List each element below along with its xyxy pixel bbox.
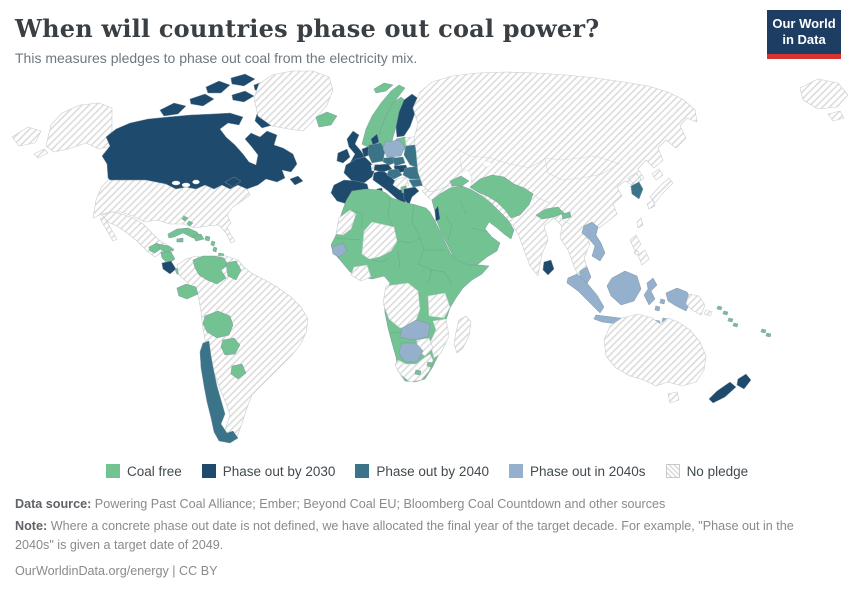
note-line: Note: Where a concrete phase out date is… — [15, 517, 833, 555]
region-central-asia[interactable] — [469, 174, 534, 219]
country-nepal[interactable] — [535, 206, 565, 220]
country-paraguay[interactable] — [220, 337, 241, 356]
country-chile[interactable] — [199, 340, 239, 444]
legend-label-in-2040s: Phase out in 2040s — [529, 463, 646, 479]
legend-label-no-pledge: No pledge — [686, 463, 749, 479]
region-south-america-no-pledge[interactable] — [176, 255, 309, 442]
country-austria[interactable] — [373, 163, 393, 173]
country-western-sahara[interactable] — [335, 209, 357, 236]
country-croatia-slovenia[interactable] — [386, 168, 403, 180]
country-eswatini[interactable] — [426, 361, 434, 368]
data-source-label: Data source: — [15, 497, 92, 511]
country-bahamas[interactable] — [181, 215, 194, 227]
region-caucasus[interactable] — [449, 175, 470, 187]
country-france[interactable] — [343, 156, 376, 184]
chart-footer: Data source: Powering Past Coal Alliance… — [0, 482, 850, 581]
country-bolivia[interactable] — [202, 310, 234, 339]
legend-item-by-2040[interactable]: Phase out by 2040 — [355, 464, 489, 479]
country-denmark[interactable] — [370, 133, 380, 146]
country-jamaica[interactable] — [176, 237, 184, 243]
country-costa-rica[interactable] — [161, 260, 177, 275]
country-australia[interactable] — [603, 313, 707, 404]
legend-label-by-2040: Phase out by 2040 — [376, 463, 489, 479]
legend-item-by-2030[interactable]: Phase out by 2030 — [201, 463, 336, 479]
country-philippines[interactable] — [629, 234, 650, 266]
country-lesotho[interactable] — [414, 369, 422, 376]
world-map[interactable] — [0, 66, 850, 458]
country-venezuela[interactable] — [192, 255, 229, 285]
country-slovakia[interactable] — [392, 156, 406, 167]
legend-swatch-coal-free — [106, 464, 120, 478]
country-south-korea[interactable] — [630, 181, 644, 200]
country-new-zealand[interactable] — [708, 373, 752, 404]
owid-logo-line2: in Data — [782, 32, 826, 48]
country-vietnam-laos[interactable] — [581, 221, 606, 262]
legend-item-coal-free[interactable]: Coal free — [106, 464, 182, 479]
country-hispaniola[interactable] — [192, 233, 205, 242]
country-guyana-suriname[interactable] — [225, 260, 242, 281]
country-israel[interactable] — [434, 205, 441, 222]
legend-swatch-no-pledge — [665, 464, 680, 478]
country-svalbard[interactable] — [373, 82, 394, 94]
owid-logo-line1: Our World — [772, 16, 836, 31]
country-botswana[interactable] — [398, 342, 424, 363]
page-title: When will countries phase out coal power… — [15, 14, 600, 43]
country-senegal[interactable] — [331, 242, 348, 258]
region-pacific-islands[interactable] — [716, 305, 772, 338]
data-source-line: Data source: Powering Past Coal Alliance… — [15, 495, 834, 514]
country-uruguay[interactable] — [230, 363, 247, 380]
country-mali[interactable] — [361, 221, 398, 260]
owid-link[interactable]: OurWorldinData.org/energy | CC BY — [15, 563, 218, 578]
country-ecuador[interactable] — [176, 283, 199, 300]
country-cote-divoire[interactable] — [350, 264, 372, 282]
country-poland[interactable] — [382, 139, 406, 158]
chart-subtitle: This measures pledges to phase out coal … — [15, 50, 418, 66]
legend-label-coal-free: Coal free — [127, 463, 182, 479]
owid-logo[interactable]: Our World in Data — [767, 10, 841, 59]
region-middle-east[interactable] — [431, 185, 515, 270]
country-bhutan[interactable] — [561, 211, 572, 220]
note-text: Where a concrete phase out date is not d… — [15, 518, 794, 552]
legend-swatch-by-2030 — [201, 464, 216, 478]
map-legend: Coal free Phase out by 2030 Phase out by… — [0, 460, 850, 482]
legend-item-no-pledge[interactable]: No pledge — [665, 463, 749, 479]
country-honduras[interactable] — [157, 243, 175, 254]
country-ireland[interactable] — [336, 148, 351, 164]
chart-header: When will countries phase out coal power… — [0, 0, 850, 66]
country-madagascar[interactable] — [453, 315, 472, 354]
country-north-korea[interactable] — [627, 172, 642, 186]
legend-swatch-by-2040 — [355, 464, 370, 478]
legend-swatch-in-2040s — [508, 464, 523, 478]
legend-item-in-2040s[interactable]: Phase out in 2040s — [508, 463, 646, 479]
country-mozambique[interactable] — [429, 318, 450, 359]
country-germany[interactable] — [367, 142, 386, 164]
country-zambia[interactable] — [399, 319, 431, 341]
country-united-states[interactable] — [33, 102, 251, 244]
country-sri-lanka[interactable] — [542, 259, 555, 276]
country-iceland[interactable] — [315, 111, 338, 128]
note-label: Note: — [15, 518, 48, 533]
country-taiwan[interactable] — [636, 217, 644, 229]
country-japan[interactable] — [646, 168, 674, 210]
data-source-text: Powering Past Coal Alliance; Ember; Beyo… — [94, 497, 666, 511]
country-tanzania[interactable] — [427, 292, 451, 319]
legend-label-by-2030: Phase out by 2030 — [222, 463, 336, 479]
country-lesser-antilles[interactable] — [204, 235, 218, 253]
country-papua-new-guinea[interactable] — [685, 293, 713, 317]
country-greenland[interactable] — [253, 70, 334, 132]
